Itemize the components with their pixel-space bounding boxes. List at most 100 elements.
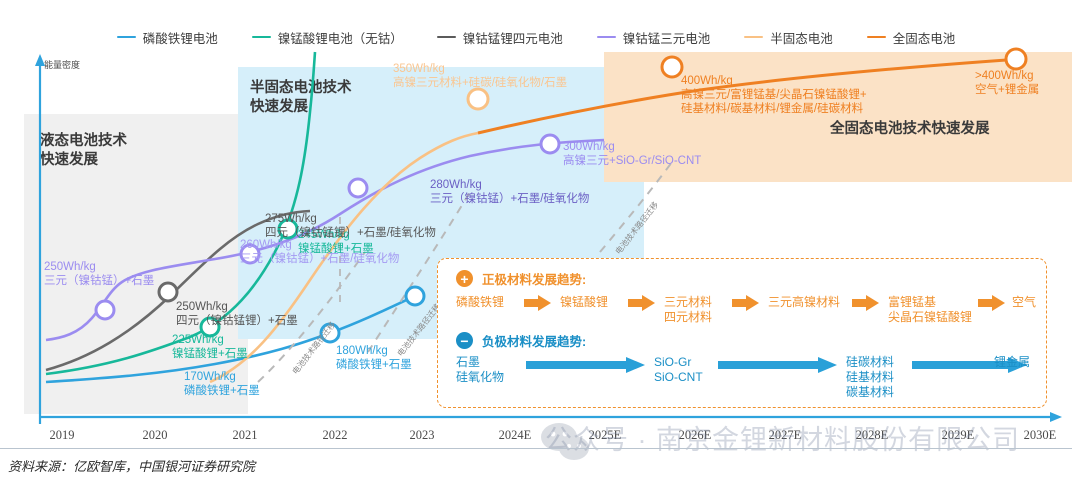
marker-ncm-280 bbox=[347, 177, 369, 199]
marker-ncm-250 bbox=[94, 299, 116, 321]
xtick-2020: 2020 bbox=[142, 428, 168, 442]
chart-legend: 磷酸铁锂电池 镍锰酸锂电池（无钴） 镍钴锰锂四元电池 镍钴锰三元电池 半固态电池… bbox=[0, 26, 1072, 48]
point-label-allsolid-400plus: >400Wh/kg 空气+锂金属 bbox=[975, 70, 1040, 96]
xtick-2021: 2021 bbox=[232, 428, 258, 442]
cathode-arrow-4 bbox=[978, 295, 1005, 311]
anode-arrow-2 bbox=[912, 357, 1027, 373]
marker-semisolid-350 bbox=[466, 87, 490, 111]
legend-item-allsolid[interactable]: 全固态电池 bbox=[866, 28, 956, 47]
legend-item-ncm[interactable]: 镍钴锰三元电池 bbox=[596, 28, 711, 47]
cathode-item-5: 空气 bbox=[1012, 295, 1037, 309]
anode-item-1: SiO-Gr SiO-CNT bbox=[654, 355, 703, 384]
legend-item-semisolid[interactable]: 半固态电池 bbox=[744, 28, 833, 47]
legend-label-ncm: 镍钴锰三元电池 bbox=[622, 31, 711, 46]
plot-area: 液态电池技术 快速发展 半固态电池技术 快速发展 全固态电池技术快速发展 能量密… bbox=[0, 47, 1072, 424]
legend-item-lnmo[interactable]: 镍锰酸锂电池（无钴） bbox=[251, 28, 403, 47]
cathode-arrow-2 bbox=[732, 295, 759, 311]
legend-label-allsolid: 全固态电池 bbox=[892, 31, 956, 46]
point-label-ncm-250: 250Wh/kg 三元（镍钴锰）+石墨 bbox=[44, 261, 155, 287]
point-label-lfp-180: 180Wh/kg 磷酸铁锂+石墨 bbox=[336, 345, 412, 371]
cathode-trend-header: + 正极材料发展趋势: bbox=[456, 269, 586, 288]
legend-item-quaternary[interactable]: 镍钴锰锂四元电池 bbox=[436, 28, 563, 47]
anode-item-2: 硅碳材料 硅基材料 碳基材料 bbox=[846, 355, 895, 399]
point-label-semisolid-350: 350Wh/kg 高镍三元材料+硅碳/硅氧化物/石墨 bbox=[393, 63, 568, 89]
band-label-semisolid: 半固态电池技术 快速发展 bbox=[250, 80, 352, 115]
anode-trend-header: − 负极材料发展趋势: bbox=[456, 331, 586, 350]
marker-ncm-260 bbox=[239, 243, 261, 265]
y-axis-arrow bbox=[35, 54, 45, 424]
series-path-lfp bbox=[45, 294, 416, 384]
point-label-ncm-300: 300Wh/kg 高镍三元+SiO-Gr/SiO-CNT bbox=[563, 141, 702, 167]
series-path-semisolid bbox=[209, 131, 479, 384]
anode-arrow-1 bbox=[718, 357, 837, 373]
series-path-allsolid bbox=[477, 57, 1021, 135]
anode-trend-title: 负极材料发展趋势: bbox=[482, 335, 587, 349]
legend-label-lnmo: 镍锰酸锂电池（无钴） bbox=[277, 31, 403, 46]
y-axis-label: 能量密度 bbox=[44, 60, 81, 70]
x-axis-svg bbox=[40, 412, 1062, 422]
cathode-arrow-0 bbox=[524, 295, 551, 311]
marker-allsolid-400 bbox=[660, 55, 684, 79]
cathode-arrow-3 bbox=[852, 295, 879, 311]
curves-svg bbox=[35, 47, 1028, 424]
point-label-lnmo-225: 225Wh/kg 镍锰酸锂+石墨 bbox=[172, 334, 248, 360]
xtick-2029E: 2029E bbox=[941, 428, 975, 442]
transition-dashed-arrows bbox=[257, 161, 673, 383]
anode-arrow-0 bbox=[526, 357, 645, 373]
marker-lnmo-225 bbox=[199, 316, 221, 338]
cathode-item-3: 三元高镍材料 bbox=[768, 295, 841, 309]
xtick-2027E: 2027E bbox=[768, 428, 802, 442]
cathode-arrow-1 bbox=[628, 295, 655, 311]
minus-icon: − bbox=[456, 332, 473, 349]
point-label-ncm-260: 260Wh/kg 三元（镍钴锰）+石墨/硅氧化物 bbox=[240, 239, 400, 265]
source-note: 资料来源：亿欧智库，中国银河证券研究院 bbox=[8, 459, 256, 474]
point-label-lnmo-245: 245Wh/kg 镍锰酸锂+石墨 bbox=[298, 229, 374, 255]
xtick-2030E: 2030E bbox=[1023, 428, 1057, 442]
legend-swatch-allsolid bbox=[866, 35, 886, 39]
xtick-2026E: 2026E bbox=[678, 428, 712, 442]
x-axis-ticks: 2019 2020 2021 2022 2023 2024E 2025E 202… bbox=[0, 424, 1072, 448]
legend-label-semisolid: 半固态电池 bbox=[770, 31, 833, 46]
band-label-allsolid: 全固态电池技术快速发展 bbox=[830, 121, 990, 137]
plus-icon: + bbox=[456, 270, 473, 287]
legend-label-quaternary: 镍钴锰锂四元电池 bbox=[462, 31, 563, 46]
material-trend-box: + 正极材料发展趋势: 磷酸铁锂 镍锰酸锂 三元材料 四元材料 三元高镍材料 富… bbox=[437, 258, 1047, 408]
anode-item-0: 石墨 硅氧化物 bbox=[456, 355, 505, 384]
point-label-ncm-280: 280Wh/kg 三元（镍钴锰）+石墨/硅氧化物 bbox=[430, 179, 590, 205]
point-label-lfp-170: 170Wh/kg 磷酸铁锂+石墨 bbox=[184, 371, 260, 397]
marker-lfp-180 bbox=[404, 285, 426, 307]
point-label-quaternary-275: 275Wh/kg 四元（镍钴锰锂）+石墨/硅氧化物 bbox=[265, 213, 436, 239]
legend-label-lfp: 磷酸铁锂电池 bbox=[142, 31, 218, 46]
cathode-item-0: 磷酸铁锂 bbox=[456, 295, 505, 309]
xtick-2025E: 2025E bbox=[588, 428, 622, 442]
cathode-item-2: 三元材料 四元材料 bbox=[664, 295, 713, 324]
marker-lnmo-245 bbox=[277, 218, 299, 240]
cathode-trend-title: 正极材料发展趋势: bbox=[482, 273, 587, 287]
legend-swatch-lnmo bbox=[251, 35, 271, 39]
marker-lfp-170 bbox=[319, 322, 341, 344]
legend-item-lfp[interactable]: 磷酸铁锂电池 bbox=[116, 28, 218, 47]
legend-swatch-quaternary bbox=[436, 35, 456, 39]
xtick-2023: 2023 bbox=[409, 428, 435, 442]
marker-allsolid-400plus bbox=[1004, 47, 1028, 71]
cathode-item-1: 镍锰酸锂 bbox=[560, 295, 609, 309]
xtick-2024E: 2024E bbox=[498, 428, 532, 442]
marker-ncm-300 bbox=[539, 133, 561, 155]
band-label-liquid: 液态电池技术 快速发展 bbox=[40, 133, 127, 168]
series-path-lnmo bbox=[45, 51, 317, 376]
data-markers bbox=[94, 47, 1028, 344]
series-path-quaternary bbox=[45, 209, 311, 372]
footer-divider bbox=[0, 448, 1072, 449]
legend-swatch-ncm bbox=[596, 35, 616, 39]
marker-quaternary-250 bbox=[157, 281, 179, 303]
xtick-2022: 2022 bbox=[322, 428, 348, 442]
xtick-2019: 2019 bbox=[49, 428, 75, 442]
anode-item-3: 锂金属 bbox=[994, 355, 1031, 369]
xtick-2028E: 2028E bbox=[855, 428, 889, 442]
cathode-item-4: 富锂锰基 尖晶石镍锰酸锂 bbox=[888, 295, 973, 324]
legend-swatch-semisolid bbox=[744, 35, 764, 39]
point-label-quaternary-250: 250Wh/kg 四元（镍钴锰锂）+石墨 bbox=[176, 301, 298, 327]
point-label-allsolid-400: 400Wh/kg 高镍三元/富锂锰基/尖晶石镍锰酸锂+ 硅基材料/碳基材料/锂金… bbox=[681, 75, 867, 115]
legend-swatch-lfp bbox=[116, 35, 136, 39]
